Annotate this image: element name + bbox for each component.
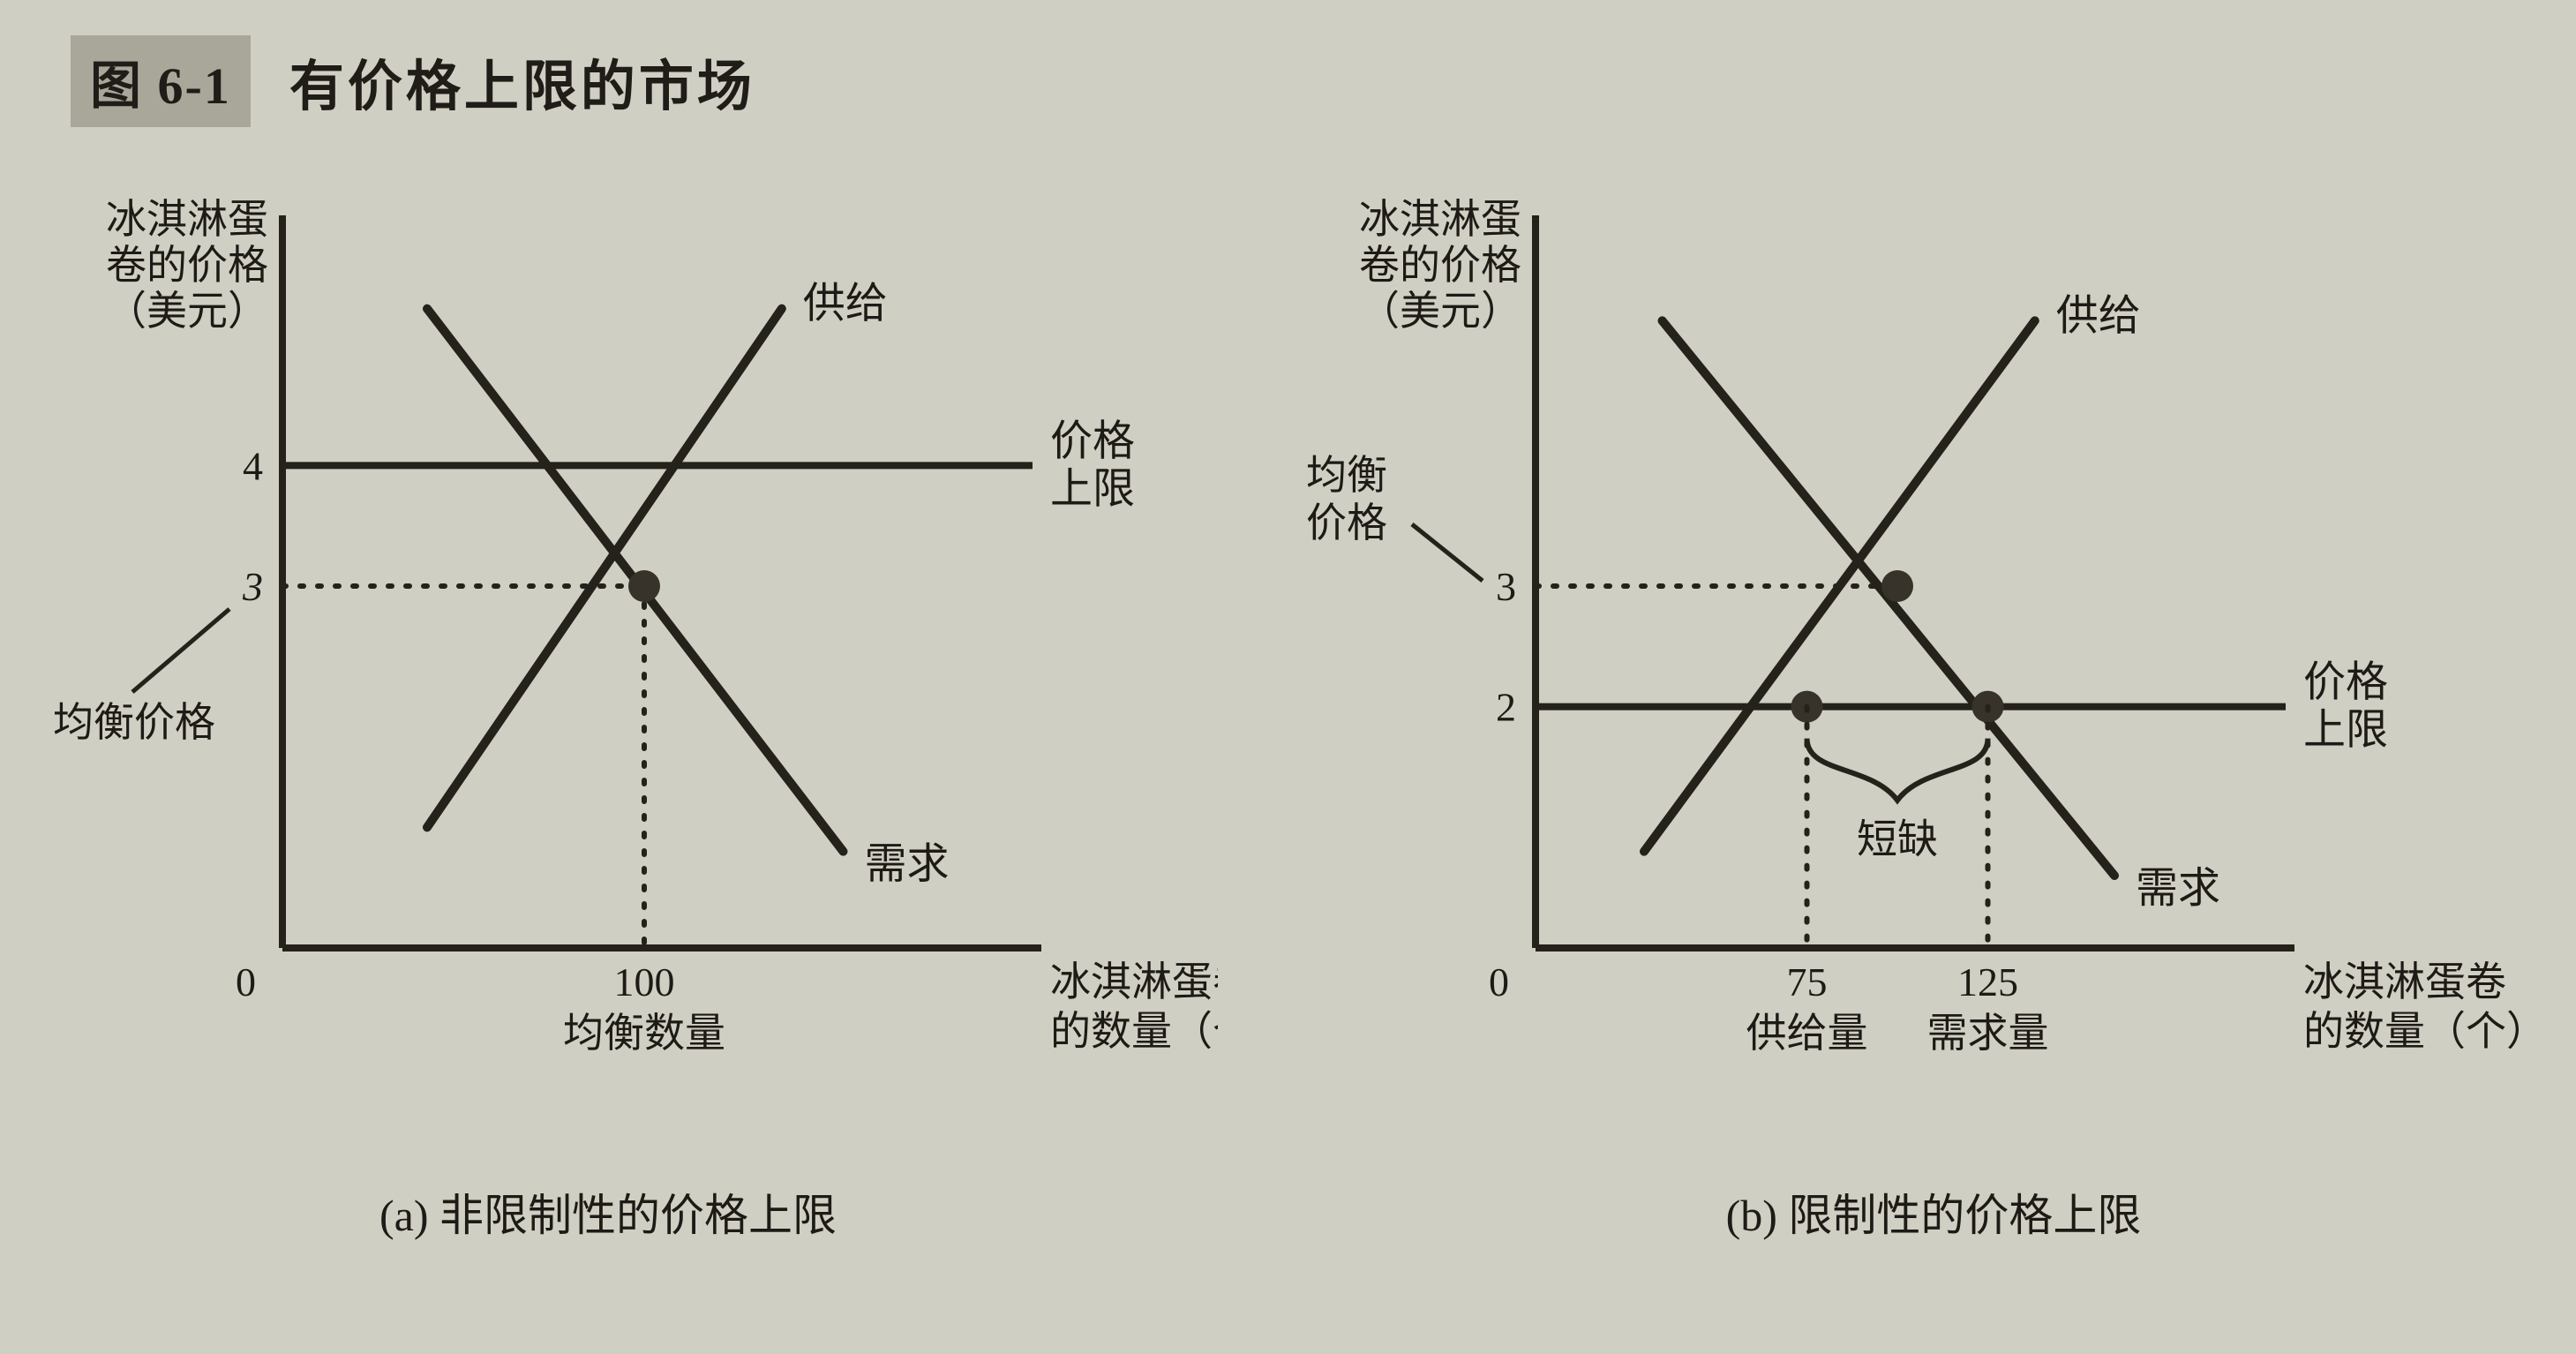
figure-title: 有价格上限的市场: [289, 41, 755, 121]
price-ceiling-label: 价格: [1050, 417, 1135, 464]
equilibrium-price-tag: 价格: [1306, 500, 1387, 545]
price-ceiling-label: 上限: [1050, 465, 1135, 512]
leader-line: [132, 609, 229, 692]
demand-qty-tag: 需求量: [1927, 1011, 2049, 1056]
y-axis-label: （美元）: [106, 289, 268, 334]
price-ceiling-label: 价格: [2303, 659, 2388, 706]
x-axis-label: 冰淇淋蛋卷: [2303, 959, 2506, 1004]
chart-b: 冰淇淋蛋卷的价格（美元）0冰淇淋蛋卷的数量（个）3均衡价格2供给需求价格上限短缺…: [1306, 154, 2524, 1266]
y-axis-label: 卷的价格: [106, 243, 268, 288]
chart-a: 冰淇淋蛋卷的价格（美元） 0 冰淇淋蛋卷的数量（个） 4 3 均衡价格 价格上限 供给需求 10…: [53, 154, 1218, 1266]
panel-a: 冰淇淋蛋卷的价格（美元） 0 冰淇淋蛋卷的数量（个） 4 3 均衡价格 价格上限 供给需求 10…: [53, 154, 1218, 1266]
figure-number-tag: 图 6-1: [71, 35, 251, 127]
supply-label: 供给: [2056, 292, 2141, 339]
shortage-brace: [1807, 739, 1988, 801]
y-tick: 4: [243, 443, 263, 488]
supply-curve: [427, 309, 782, 828]
x-tick: 75: [1787, 959, 1828, 1004]
panel-b-caption: (b) 限制性的价格上限: [1726, 1191, 2142, 1240]
origin-label: 0: [1489, 959, 1509, 1004]
supply-label: 供给: [803, 281, 888, 327]
y-axis-label: 冰淇淋蛋: [106, 197, 268, 242]
x-tick: 100: [614, 959, 675, 1004]
panels-container: 冰淇淋蛋卷的价格（美元）0冰淇淋蛋卷的数量（个）43均衡价格价格上限供给需求10…: [53, 154, 2523, 1266]
data-point: [628, 570, 660, 602]
demand-label: 需求: [865, 841, 950, 888]
figure-header: 图 6-1 有价格上限的市场: [71, 35, 2523, 127]
y-axis-label: 冰淇淋蛋: [1359, 197, 1521, 242]
y-axis-label: （美元）: [1359, 289, 1521, 334]
data-point: [1881, 570, 1913, 602]
price-ceiling-label: 上限: [2303, 707, 2388, 754]
shortage-label: 短缺: [1857, 817, 1938, 862]
panel-a-caption: (a) 非限制性的价格上限: [379, 1191, 837, 1240]
y-axis-label: 卷的价格: [1359, 243, 1521, 288]
y-tick: 2: [1496, 685, 1516, 730]
equilibrium-qty-tag: 均衡数量: [563, 1011, 725, 1056]
x-axis-label: 的数量（个）: [2303, 1009, 2524, 1054]
x-tick: 125: [1957, 959, 2018, 1004]
x-axis-label: 冰淇淋蛋卷: [1050, 959, 1218, 1004]
panel-b: 冰淇淋蛋卷的价格（美元）0冰淇淋蛋卷的数量（个）3均衡价格2供给需求价格上限短缺…: [1306, 154, 2524, 1266]
x-axis-label: 的数量（个）: [1050, 1009, 1218, 1054]
demand-label: 需求: [2136, 865, 2220, 912]
y-tick: 3: [1496, 564, 1516, 609]
leader-line: [1412, 524, 1483, 581]
equilibrium-price-tag: 均衡: [1306, 453, 1387, 498]
origin-label: 0: [236, 959, 256, 1004]
supply-qty-tag: 供给量: [1746, 1011, 1868, 1056]
equilibrium-price-tag: 均衡价格: [53, 700, 215, 745]
y-tick: 3: [242, 564, 263, 609]
page: 图 6-1 有价格上限的市场 冰淇淋蛋卷的价格（美元）0冰淇淋蛋卷的数量（个）4…: [0, 0, 2576, 1354]
